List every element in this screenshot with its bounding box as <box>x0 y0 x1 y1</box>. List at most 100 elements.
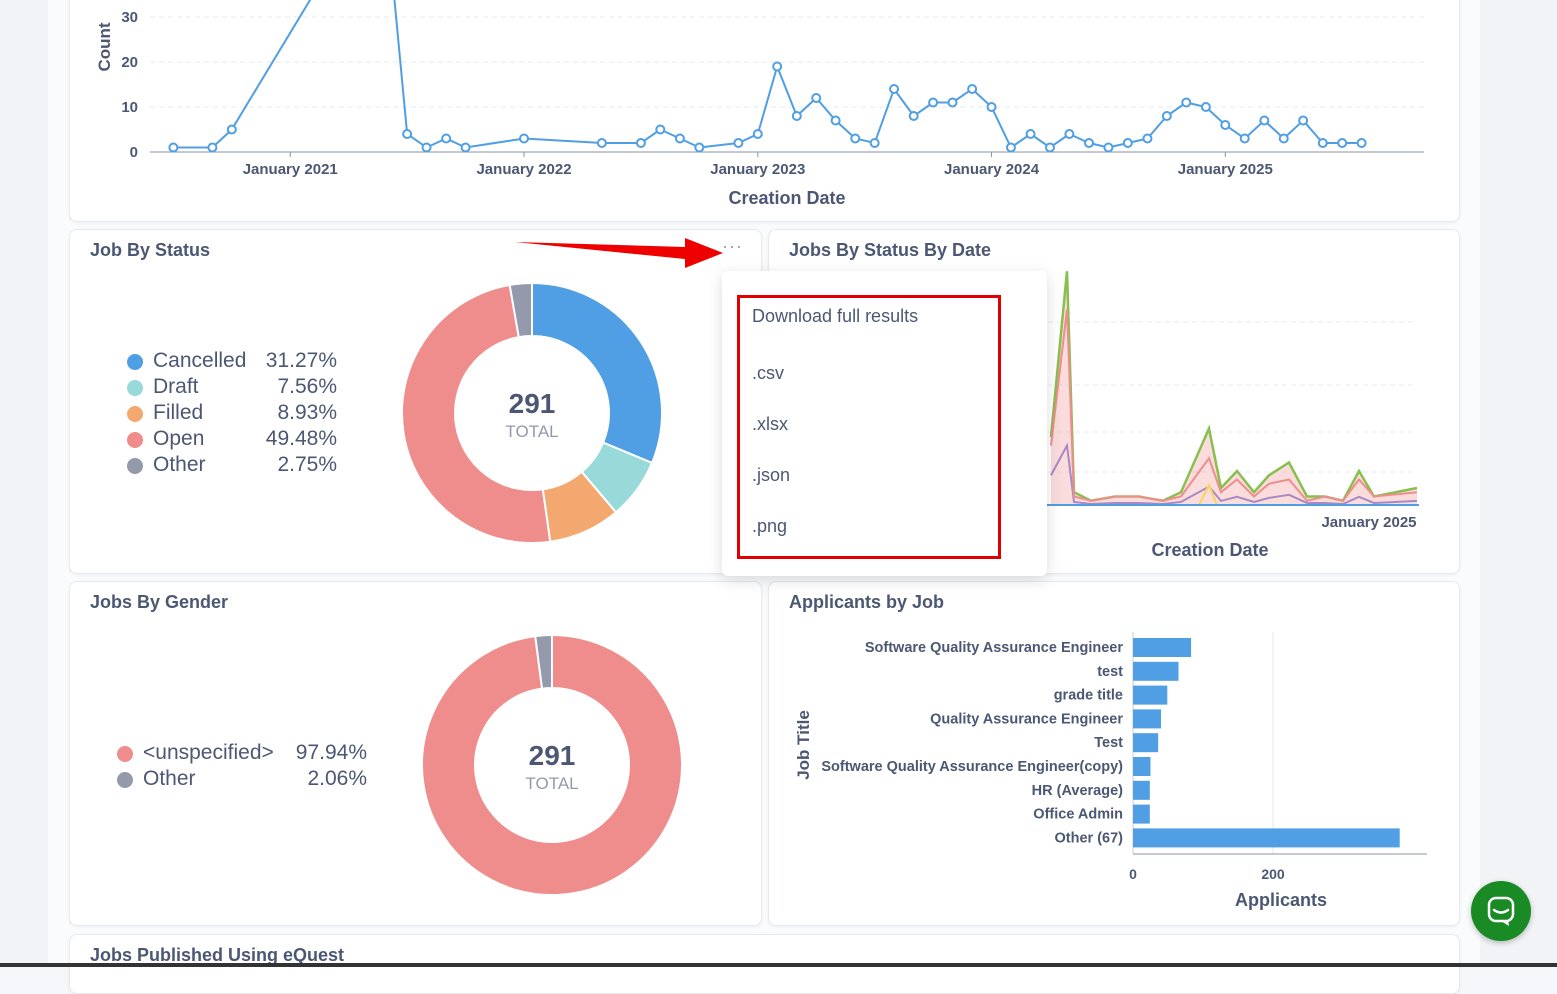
data-point <box>1259 115 1270 126</box>
data-point <box>1239 133 1250 144</box>
data-point <box>1298 115 1309 126</box>
card-title: Jobs Published Using eQuest <box>90 945 345 965</box>
donut-total: 291 <box>529 740 576 771</box>
donut-total-label: TOTAL <box>505 422 558 441</box>
data-point <box>1317 138 1328 148</box>
status-legend: Cancelled 31.27% Draft 7.56% Filled 8.93% O… <box>127 349 337 479</box>
x-tick-label: January 2025 <box>1178 161 1273 178</box>
legend-item[interactable]: Cancelled 31.27% <box>127 349 337 375</box>
download-xlsx[interactable]: .xlsx <box>752 414 788 434</box>
legend-dot <box>127 380 143 396</box>
data-point <box>889 84 900 94</box>
data-point <box>1356 138 1367 148</box>
download-png[interactable]: .png <box>752 516 788 536</box>
filled-series-line <box>1198 482 1218 506</box>
legend-item[interactable]: Other 2.06% <box>117 767 367 793</box>
legend-dot <box>127 406 143 422</box>
data-point <box>1064 129 1075 139</box>
legend-value: 49.48% <box>265 427 337 450</box>
bar <box>1133 804 1150 824</box>
data-point <box>421 142 432 153</box>
data-point <box>947 97 958 108</box>
data-point <box>1142 133 1153 144</box>
legend-label: Filled <box>153 401 204 424</box>
annotation-highlight-box <box>737 295 1001 559</box>
data-point <box>986 102 997 112</box>
data-point <box>772 61 783 72</box>
data-point <box>908 111 919 121</box>
data-point <box>1278 133 1289 144</box>
annotation-arrow <box>515 238 723 268</box>
donut-slice <box>531 281 663 465</box>
legend-item[interactable]: Filled 8.93% <box>127 401 337 427</box>
right-margin <box>1480 0 1557 967</box>
x-tick-label: January 2021 <box>243 161 338 178</box>
legend-item[interactable]: <unspecified> 97.94% <box>117 741 367 767</box>
x-tick-label: 0 <box>1129 866 1137 882</box>
data-point <box>850 133 861 144</box>
data-point <box>1005 142 1016 153</box>
data-point <box>460 142 471 153</box>
bar-label: Other (67) <box>1055 830 1124 846</box>
legend-value: 7.56% <box>277 375 337 398</box>
data-point <box>674 133 685 144</box>
bar <box>1133 780 1150 800</box>
download-csv[interactable]: .csv <box>752 363 785 383</box>
legend-dot <box>127 354 143 370</box>
donut-total: 291 <box>509 388 556 419</box>
status-donut-chart: 291 TOTAL <box>401 281 663 544</box>
bar <box>1133 757 1151 776</box>
x-tick-label: January 2024 <box>944 161 1040 178</box>
download-json[interactable]: .json <box>752 465 791 485</box>
count-series-line <box>173 0 1362 149</box>
data-point <box>168 142 179 153</box>
data-point <box>1181 97 1192 108</box>
bar <box>1133 661 1179 681</box>
left-margin <box>0 0 48 967</box>
donut-slice <box>508 281 533 339</box>
legend-label: Draft <box>153 375 199 398</box>
data-point <box>869 138 880 148</box>
bar <box>1133 709 1161 729</box>
data-point <box>226 124 237 135</box>
legend-item[interactable]: Draft 7.56% <box>127 375 337 401</box>
bar-label: HR (Average) <box>1032 783 1123 799</box>
data-point <box>967 84 978 94</box>
jobs-by-gender-card: Jobs By Gender <unspecified> 97.94% Other… <box>69 581 762 926</box>
x-tick-label: January 2022 <box>476 161 571 178</box>
donut-slice <box>401 283 552 544</box>
bar <box>1133 638 1192 657</box>
status-by-date-area-chart: January 2025 Creation Date <box>1039 271 1419 560</box>
bar <box>1133 685 1168 705</box>
data-point <box>791 111 802 121</box>
card-title: Job By Status <box>90 240 211 260</box>
card-title: Jobs By Status By Date <box>789 240 992 260</box>
data-point <box>694 142 705 153</box>
chat-launcher-button[interactable] <box>1471 881 1531 941</box>
legend-dot <box>117 746 133 762</box>
x-tick-label: 200 <box>1261 866 1285 882</box>
download-menu: Download full results .csv .xlsx .json .… <box>722 271 1047 576</box>
data-point <box>1025 129 1036 139</box>
data-point <box>1103 142 1114 153</box>
legend-label: Other <box>143 767 196 790</box>
more-options-icon[interactable]: ··· <box>722 236 743 256</box>
data-point <box>1161 111 1172 121</box>
legend-value: 2.06% <box>307 767 367 790</box>
legend-item[interactable]: Other 2.75% <box>127 453 337 479</box>
legend-label: Cancelled <box>153 349 247 372</box>
legend-item[interactable]: Open 49.48% <box>127 427 337 453</box>
bar <box>1133 733 1159 753</box>
legend-value: 97.94% <box>295 741 367 764</box>
data-point <box>1084 138 1095 148</box>
legend-value: 8.93% <box>277 401 337 424</box>
bar-label: grade title <box>1054 688 1123 704</box>
window-bottom-border <box>0 963 1557 967</box>
bar-label: test <box>1097 664 1123 680</box>
x-tick-label: January 2023 <box>710 161 805 178</box>
data-point <box>655 124 666 135</box>
bar <box>1133 828 1400 848</box>
donut-slice <box>421 633 683 896</box>
